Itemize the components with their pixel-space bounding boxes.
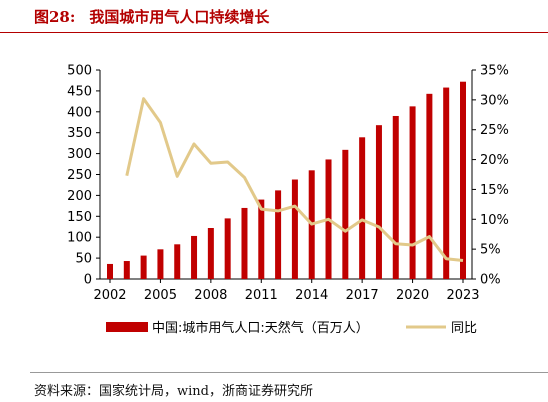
y-left-tick-label: 200 — [67, 189, 92, 204]
y-right-tick-label: 20% — [480, 153, 509, 168]
bar — [359, 137, 366, 279]
x-tick-label: 2008 — [194, 288, 227, 303]
y-right-tick-label: 30% — [480, 93, 509, 108]
legend-label-line: 同比 — [451, 321, 477, 336]
y-right-tick-label: 25% — [480, 123, 509, 138]
bar — [123, 261, 130, 279]
y-left-tick-label: 500 — [67, 64, 92, 79]
y-left-tick-label: 150 — [67, 210, 92, 225]
bar — [258, 199, 265, 279]
bar — [207, 228, 214, 279]
y-right-tick-label: 0% — [480, 273, 501, 288]
bar — [174, 244, 181, 279]
bar — [224, 218, 231, 279]
y-left-tick-label: 350 — [67, 126, 92, 141]
figure-title-text: 我国城市用气人口持续增长 — [89, 8, 270, 26]
y-left-tick-label: 300 — [67, 147, 92, 162]
y-right-tick-label: 15% — [480, 183, 509, 198]
bar — [157, 249, 164, 279]
bar — [409, 106, 416, 279]
figure-title: 图28: 我国城市用气人口持续增长 — [34, 6, 269, 27]
y-left-tick-label: 250 — [67, 168, 92, 183]
y-left-tick-label: 450 — [67, 84, 92, 99]
x-tick-label: 2020 — [396, 288, 429, 303]
source-note: 资料来源：国家统计局，wind，浙商证券研究所 — [34, 384, 313, 399]
figure-number: 图28: — [34, 8, 76, 26]
bar — [275, 190, 282, 279]
bar — [392, 115, 399, 279]
bar — [140, 255, 147, 279]
yoy-line — [125, 97, 464, 262]
bar — [375, 125, 382, 280]
y-right-tick-label: 35% — [480, 64, 509, 79]
bar — [191, 235, 198, 279]
bar — [241, 207, 248, 279]
y-right-tick-label: 5% — [480, 243, 501, 258]
y-left-tick-label: 0 — [84, 273, 92, 288]
title-divider — [0, 32, 548, 33]
y-right-tick-label: 10% — [480, 213, 509, 228]
combo-chart: 0 50 100 150 200 250 300 350 400 450 500 0% 5% 10% 15%… — [67, 64, 509, 337]
x-tick-label: 2002 — [93, 288, 126, 303]
y-left-tick-label: 100 — [67, 231, 92, 246]
bar — [107, 263, 113, 279]
bar — [460, 81, 466, 279]
bar — [443, 87, 450, 279]
y-left-tick-label: 400 — [67, 105, 92, 120]
x-tick-label: 2014 — [295, 288, 328, 303]
x-tick-label: 2011 — [245, 288, 278, 303]
x-tick-label: 2017 — [346, 288, 379, 303]
y-left-tick-label: 50 — [75, 252, 92, 267]
x-tick-label: 2023 — [446, 288, 479, 303]
legend-label-bar: 中国:城市用气人口:天然气（百万人） — [152, 320, 369, 336]
bar — [291, 179, 298, 279]
bar — [342, 149, 349, 279]
x-tick-label: 2005 — [144, 288, 177, 303]
bar — [426, 93, 433, 280]
source-divider — [30, 372, 548, 373]
legend-swatch-bar — [106, 322, 148, 332]
